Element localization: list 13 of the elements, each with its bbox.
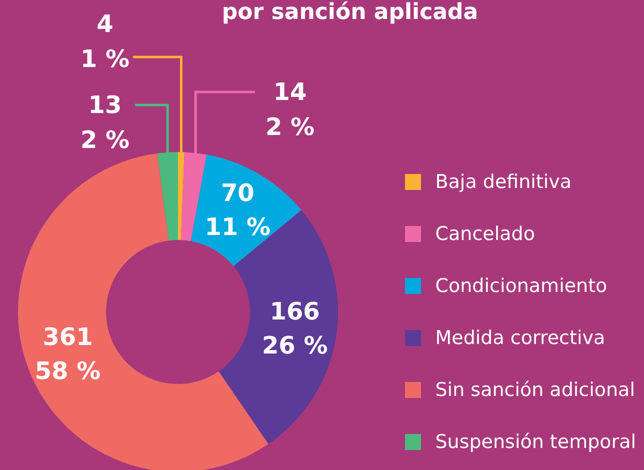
- data-label: 14 2 %: [265, 78, 315, 141]
- legend-label: Suspensión temporal: [435, 431, 636, 453]
- data-label: 13 2 %: [80, 91, 130, 154]
- data-label: 70 11 %: [204, 179, 271, 242]
- data-label: 166 26 %: [262, 297, 328, 360]
- data-label: 361 58 %: [34, 323, 101, 386]
- legend-label: Cancelado: [435, 223, 535, 245]
- legend-label: Baja definitiva: [435, 171, 572, 193]
- chart-title: por sanción aplicada: [222, 0, 478, 25]
- legend-label: Sin sanción adicional: [435, 379, 635, 401]
- legend-label: Medida correctiva: [435, 327, 606, 349]
- data-label: 4 1 %: [80, 10, 130, 73]
- legend-label: Condicionamiento: [435, 275, 608, 297]
